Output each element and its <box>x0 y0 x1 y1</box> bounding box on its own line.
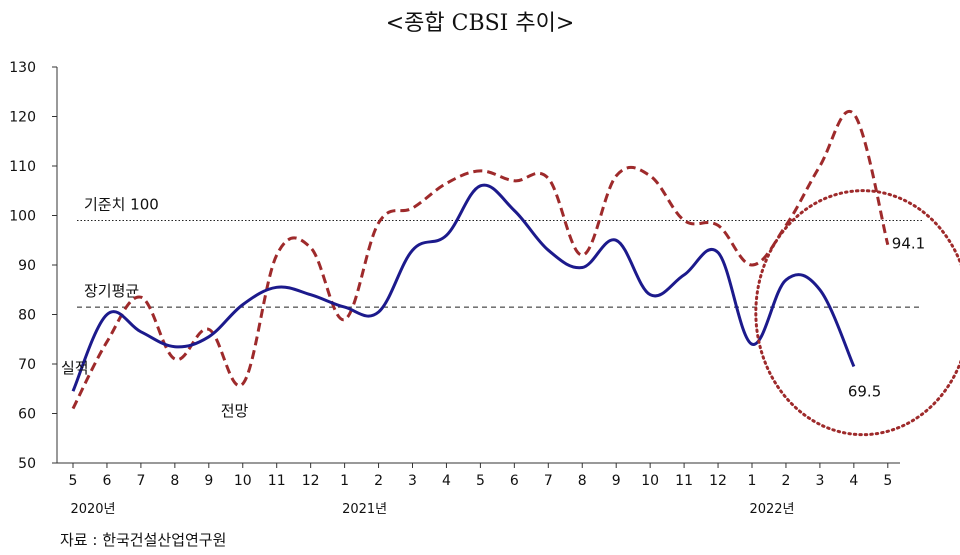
x-tick-label: 11 <box>675 473 693 489</box>
x-tick-label: 12 <box>709 473 727 489</box>
y-tick-label: 60 <box>18 407 36 423</box>
y-tick-label: 50 <box>18 456 36 472</box>
series-annotation: 전망 <box>221 402 249 420</box>
x-tick-label: 1 <box>748 473 757 489</box>
y-tick-label: 120 <box>9 110 36 126</box>
y-tick-label: 90 <box>18 258 36 274</box>
x-tick-label: 9 <box>204 473 213 489</box>
chart-title: <종합 CBSI 추이> <box>386 11 575 36</box>
reference-line-label: 기준치 100 <box>84 195 159 213</box>
x-tick-label: 4 <box>849 473 858 489</box>
x-tick-label: 6 <box>510 473 519 489</box>
x-tick-label: 5 <box>69 473 78 489</box>
y-tick-label: 130 <box>9 60 36 76</box>
year-label: 2021년 <box>342 502 387 517</box>
x-tick-label: 8 <box>578 473 587 489</box>
series-annotation: 실적 <box>61 359 89 377</box>
data-value-label: 94.1 <box>892 235 925 253</box>
x-tick-label: 10 <box>234 473 252 489</box>
x-tick-label: 2 <box>374 473 383 489</box>
x-tick-label: 4 <box>442 473 451 489</box>
highlight-circle <box>754 189 960 437</box>
x-tick-label: 2 <box>781 473 790 489</box>
series-line-actual <box>71 183 856 392</box>
x-tick-label: 7 <box>544 473 553 489</box>
x-tick-label: 6 <box>102 473 111 489</box>
y-tick-label: 80 <box>18 308 36 324</box>
x-tick-label: 11 <box>268 473 286 489</box>
x-tick-label: 7 <box>136 473 145 489</box>
x-tick-label: 12 <box>302 473 320 489</box>
year-label: 2022년 <box>749 502 794 517</box>
year-label: 2020년 <box>70 502 115 517</box>
x-tick-label: 8 <box>170 473 179 489</box>
x-tick-label: 10 <box>641 473 659 489</box>
x-tick-label: 9 <box>612 473 621 489</box>
y-tick-label: 70 <box>18 357 36 373</box>
x-tick-label: 3 <box>408 473 417 489</box>
x-tick-label: 5 <box>883 473 892 489</box>
x-tick-label: 1 <box>340 473 349 489</box>
reference-line-label: 장기평균 <box>84 282 139 300</box>
y-tick-label: 100 <box>9 209 36 225</box>
x-tick-label: 3 <box>815 473 824 489</box>
x-tick-label: 5 <box>476 473 485 489</box>
source-note: 자료 : 한국건설산업연구원 <box>60 531 226 549</box>
y-tick-label: 110 <box>9 159 36 175</box>
data-value-label: 69.5 <box>848 382 881 400</box>
series-line-forecast <box>71 109 890 410</box>
